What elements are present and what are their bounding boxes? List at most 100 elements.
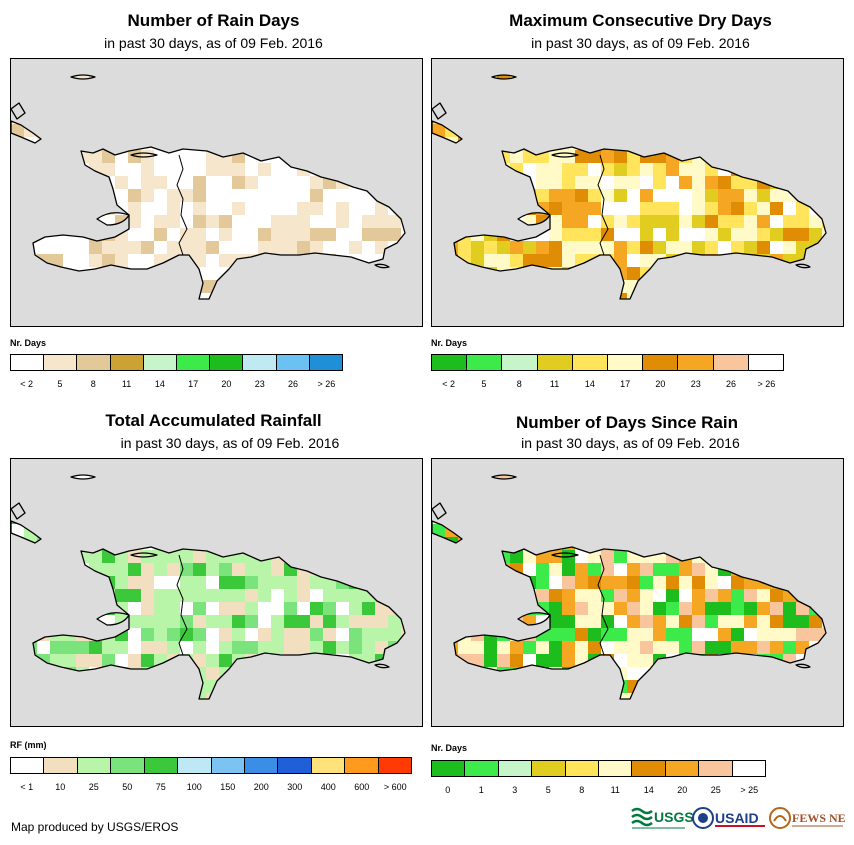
legend-swatch <box>465 761 499 776</box>
legend-swatch <box>309 355 343 370</box>
legend-label: 26 <box>288 379 299 389</box>
legend-swatch <box>210 355 244 370</box>
legend-label: 11 <box>610 785 620 795</box>
legend-title: Nr. Days <box>10 338 47 348</box>
legend-swatch <box>572 355 609 370</box>
legend-swatch <box>432 761 466 776</box>
legend-label: 50 <box>122 782 133 792</box>
footer-credit: Map produced by USGS/EROS <box>11 820 179 834</box>
map-dry-days <box>431 58 844 327</box>
legend-label: 5 <box>481 379 487 389</box>
map-svg <box>432 474 827 700</box>
legend-swatch <box>244 758 279 773</box>
legend-color-bar <box>10 354 343 371</box>
legend-swatch <box>278 758 312 773</box>
panel-title: Maximum Consecutive Dry Days <box>509 11 772 30</box>
legend-label: 8 <box>90 379 96 389</box>
legend-swatch <box>243 355 277 370</box>
legend-swatch <box>44 758 78 773</box>
legend-color-bar <box>431 354 784 371</box>
panel-subtitle: in past 30 days, as of 09 Feb. 2016 <box>104 35 323 51</box>
fews-net-logo: FEWS NET <box>769 807 854 829</box>
legend-swatch <box>502 355 538 370</box>
map-grid-cells <box>11 475 405 699</box>
legend-swatch <box>311 758 346 773</box>
map-rain-days <box>10 58 423 327</box>
legend-label: < 2 <box>20 379 34 389</box>
legend-swatch <box>178 758 212 773</box>
logos-svg: USGS USAID FEWS NET <box>631 807 854 829</box>
panel-subtitle: in past 30 days, as of 09 Feb. 2016 <box>531 35 750 51</box>
legend-swatch <box>532 761 566 776</box>
legend-label: 20 <box>655 379 666 389</box>
legend-title: RF (mm) <box>10 740 47 750</box>
legend-label: 300 <box>287 782 303 792</box>
legend-labels: < 2 5 8 11 14 17 20 23 26 > 26 <box>10 379 343 391</box>
legend-swatch <box>608 355 644 370</box>
svg-text:USAID: USAID <box>715 810 759 826</box>
legend-label: 26 <box>726 379 737 389</box>
legend-swatch <box>565 761 600 776</box>
legend-label: 5 <box>57 379 63 389</box>
map-svg <box>432 74 827 300</box>
legend-label: 11 <box>121 379 132 389</box>
legend-label: 600 <box>354 782 370 792</box>
legend-label: 25 <box>710 785 721 795</box>
legend-swatch <box>77 758 112 773</box>
map-grid-cells <box>432 475 826 699</box>
legend-label: > 25 <box>740 785 759 795</box>
svg-text:FEWS NET: FEWS NET <box>792 811 845 825</box>
legend-swatch <box>44 355 78 370</box>
map-days-since-rain <box>431 458 844 727</box>
legend-swatch <box>632 761 666 776</box>
svg-text:USGS: USGS <box>654 809 694 825</box>
legend-label: 1 <box>478 785 484 795</box>
legend-swatch <box>537 355 573 370</box>
usgs-logo: USGS <box>631 807 694 829</box>
legend-title: Nr. Days <box>431 743 468 753</box>
panel-title: Number of Rain Days <box>127 11 300 30</box>
logos: USGS USAID FEWS NET <box>630 805 854 833</box>
legend-color-bar <box>10 757 412 774</box>
map-grid-cells <box>11 75 405 299</box>
legend-swatch <box>77 355 111 370</box>
map-rainfall <box>10 458 423 727</box>
legend-swatch <box>110 355 144 370</box>
legend-swatch <box>11 758 45 773</box>
legend-swatch <box>665 761 700 776</box>
legend-label: 100 <box>186 782 202 792</box>
panel-title: Number of Days Since Rain <box>515 413 738 432</box>
legend-swatch <box>498 761 533 776</box>
legend-label: 200 <box>253 782 269 792</box>
legend-label: 0 <box>445 785 451 795</box>
legend-label: < 1 <box>20 782 34 792</box>
legend-label: 75 <box>155 782 166 792</box>
legend-label: < 2 <box>442 379 456 389</box>
legend-label: 25 <box>88 782 99 792</box>
legend-swatch <box>378 758 412 773</box>
legend-swatch <box>748 355 784 370</box>
legend-label: > 26 <box>757 379 776 389</box>
legend-swatch <box>713 355 749 370</box>
map-svg <box>11 474 406 700</box>
legend-swatch <box>144 758 179 773</box>
legend-swatch <box>432 355 468 370</box>
legend-color-bar <box>431 760 766 777</box>
legend-label: 8 <box>516 379 522 389</box>
legend-swatch <box>177 355 211 370</box>
legend-labels: < 1 10 25 50 75 100 150 200 300 400 600 > 600 <box>10 782 412 794</box>
legend-label: 20 <box>221 379 232 389</box>
legend-label: 14 <box>584 379 595 389</box>
legend-label: 20 <box>677 785 688 795</box>
legend-swatch <box>699 761 733 776</box>
legend-label: 23 <box>690 379 701 389</box>
legend-swatch <box>143 355 178 370</box>
usaid-logo: USAID <box>692 807 765 829</box>
legend-swatch <box>345 758 379 773</box>
panel-subtitle: in past 30 days, as of 09 Feb. 2016 <box>521 435 740 451</box>
legend-swatch <box>11 355 45 370</box>
panel-title: Total Accumulated Rainfall <box>105 411 322 430</box>
panel-subtitle: in past 30 days, as of 09 Feb. 2016 <box>120 435 340 451</box>
legend-labels: 0 1 3 5 8 11 14 20 25 > 25 <box>431 785 766 797</box>
map-grid-cells <box>432 75 826 299</box>
